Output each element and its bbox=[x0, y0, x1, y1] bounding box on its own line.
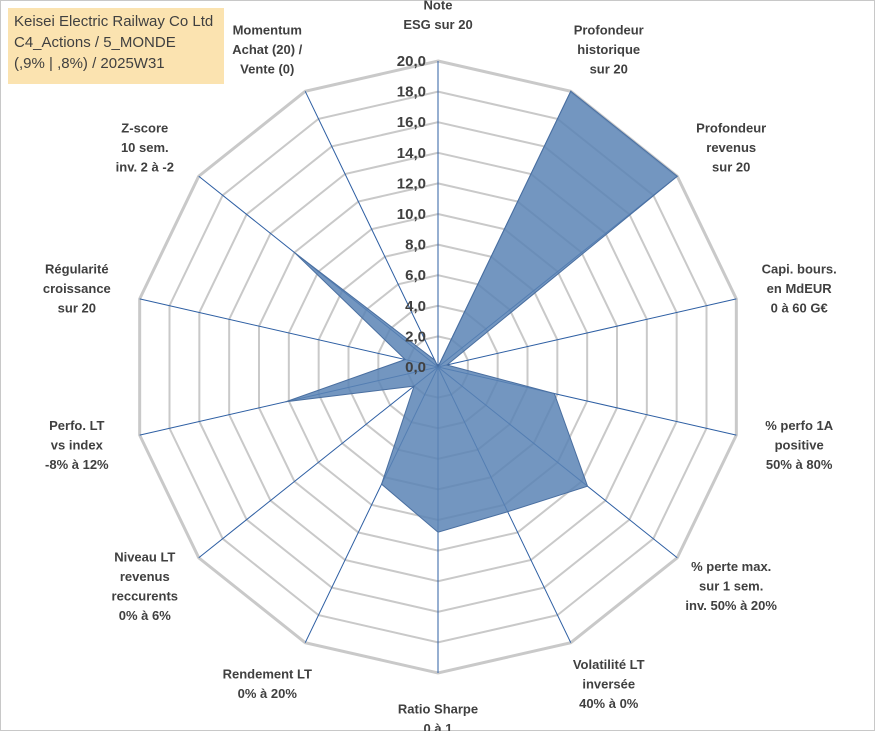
axis-label: % perte max. sur 1 sem. inv. 50% à 20% bbox=[685, 559, 777, 613]
tick-label: 8,0 bbox=[405, 237, 426, 254]
axis-label: Note ESG sur 20 bbox=[403, 0, 472, 32]
axis-spoke bbox=[437, 298, 737, 368]
data-point bbox=[437, 366, 439, 368]
data-area bbox=[285, 90, 679, 533]
axis-label: Profondeur revenus sur 20 bbox=[696, 120, 766, 174]
data-point bbox=[293, 252, 295, 254]
tick-label: 0,0 bbox=[405, 359, 426, 376]
data-point bbox=[676, 175, 678, 177]
radial-tick-labels: 0,0 2,0 4,0 6,0 8,0 10,0 12,0 14,0 16,0 18,0 20,0 bbox=[397, 53, 426, 376]
tick-label: 14,0 bbox=[397, 145, 426, 162]
data-point bbox=[587, 485, 589, 487]
data-point bbox=[437, 531, 439, 533]
axis-spoke bbox=[139, 298, 439, 368]
data-point bbox=[404, 359, 406, 361]
chart-title-box: Keisei Electric Railway Co Ltd C4_Action… bbox=[8, 8, 224, 84]
axis-spoke bbox=[198, 366, 439, 559]
title-line-3: (,9% | ,8%) / 2025W31 bbox=[14, 55, 165, 72]
data-point bbox=[570, 90, 572, 92]
tick-label: 12,0 bbox=[397, 175, 426, 192]
data-point bbox=[413, 385, 415, 387]
axis-label: Profondeur historique sur 20 bbox=[574, 23, 644, 77]
tick-label: 20,0 bbox=[397, 53, 426, 70]
data-point bbox=[507, 511, 509, 513]
axis-label: Ratio Sharpe 0 à 1 bbox=[398, 702, 478, 731]
axis-label: Volatilité LT inversée 40% à 0% bbox=[573, 657, 645, 711]
axis-label: Capi. bours. en MdEUR 0 à 60 G€ bbox=[762, 261, 837, 315]
data-point bbox=[553, 393, 555, 395]
axis-label: Régularité croissance sur 20 bbox=[43, 261, 111, 315]
axis-label: Z-score 10 sem. inv. 2 à -2 bbox=[116, 120, 174, 174]
axis-labels: Note ESG sur 20 Profondeur historique sur 20… bbox=[43, 0, 837, 731]
title-line-1: Keisei Electric Railway Co Ltd bbox=[14, 13, 214, 30]
data-point bbox=[285, 401, 287, 403]
tick-label: 18,0 bbox=[397, 84, 426, 101]
axis-label: % perfo 1A positive 50% à 80% bbox=[765, 418, 834, 472]
tick-label: 10,0 bbox=[397, 206, 426, 223]
data-point bbox=[381, 483, 383, 485]
tick-label: 2,0 bbox=[405, 328, 426, 345]
tick-label: 6,0 bbox=[405, 267, 426, 284]
tick-label: 4,0 bbox=[405, 298, 426, 315]
data-point bbox=[446, 364, 448, 366]
axis-label: Perfo. LT vs index -8% à 12% bbox=[45, 418, 109, 472]
axis-label: Rendement LT 0% à 20% bbox=[223, 667, 312, 702]
data-point bbox=[434, 359, 436, 361]
axis-spoke bbox=[304, 91, 439, 368]
axis-label: Niveau LT revenus reccurents 0% à 6% bbox=[112, 549, 178, 623]
radar-series bbox=[285, 90, 679, 533]
axis-label: Momentum Achat (20) / Vente (0) bbox=[232, 23, 302, 77]
tick-label: 16,0 bbox=[397, 114, 426, 131]
title-line-2: C4_Actions / 5_MONDE bbox=[14, 34, 176, 51]
